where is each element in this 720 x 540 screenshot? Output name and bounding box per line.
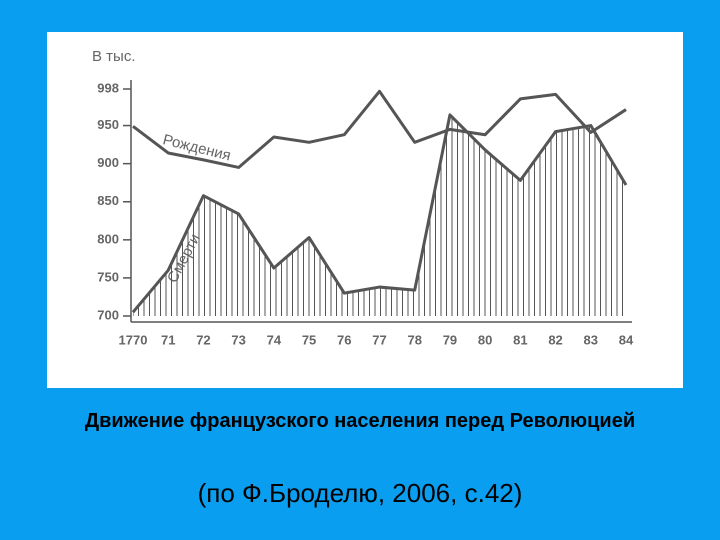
y-tick-label: 850	[97, 193, 119, 208]
y-tick-label: 950	[97, 117, 119, 132]
y-tick-label: 700	[97, 307, 119, 322]
hatched-area	[133, 114, 626, 317]
y-tick-label: 900	[97, 155, 119, 170]
x-tick-label: 1770	[119, 332, 148, 347]
x-tick-label: 71	[161, 332, 175, 347]
y-axis-label: В тыс.	[92, 48, 136, 65]
x-tick-label: 84	[619, 332, 634, 347]
x-tick-label: 78	[407, 332, 421, 347]
x-tick-label: 76	[337, 332, 351, 347]
x-tick-label: 79	[443, 332, 457, 347]
x-tick-label: 73	[231, 332, 245, 347]
x-tick-label: 81	[513, 332, 527, 347]
x-tick-label: 77	[372, 332, 386, 347]
x-tick-label: 83	[584, 332, 598, 347]
x-tick-label: 74	[267, 332, 282, 347]
x-tick-label: 75	[302, 332, 316, 347]
x-tick-label: 80	[478, 332, 492, 347]
chart: В тыс. Рождения Смерти 70075080085090095…	[92, 48, 634, 347]
y-tick-label: 750	[97, 269, 119, 284]
x-tick-label: 72	[196, 332, 210, 347]
caption-source: (по Ф.Броделю, 2006, с.42)	[197, 478, 523, 508]
x-tick-label: 82	[548, 332, 562, 347]
series-line	[131, 113, 628, 314]
series-line	[132, 89, 627, 169]
y-tick-label: 998	[97, 80, 119, 95]
y-tick-label: 800	[97, 231, 119, 246]
caption-title: Движение французского населения перед Ре…	[84, 410, 636, 432]
